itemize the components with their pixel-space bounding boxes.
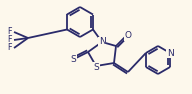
Text: S: S (70, 55, 76, 64)
Text: F: F (8, 44, 12, 53)
Text: N: N (167, 49, 174, 58)
Text: F: F (8, 36, 12, 44)
Text: O: O (124, 31, 132, 41)
Text: N: N (99, 38, 105, 47)
Text: S: S (93, 63, 99, 72)
Text: F: F (8, 28, 12, 36)
